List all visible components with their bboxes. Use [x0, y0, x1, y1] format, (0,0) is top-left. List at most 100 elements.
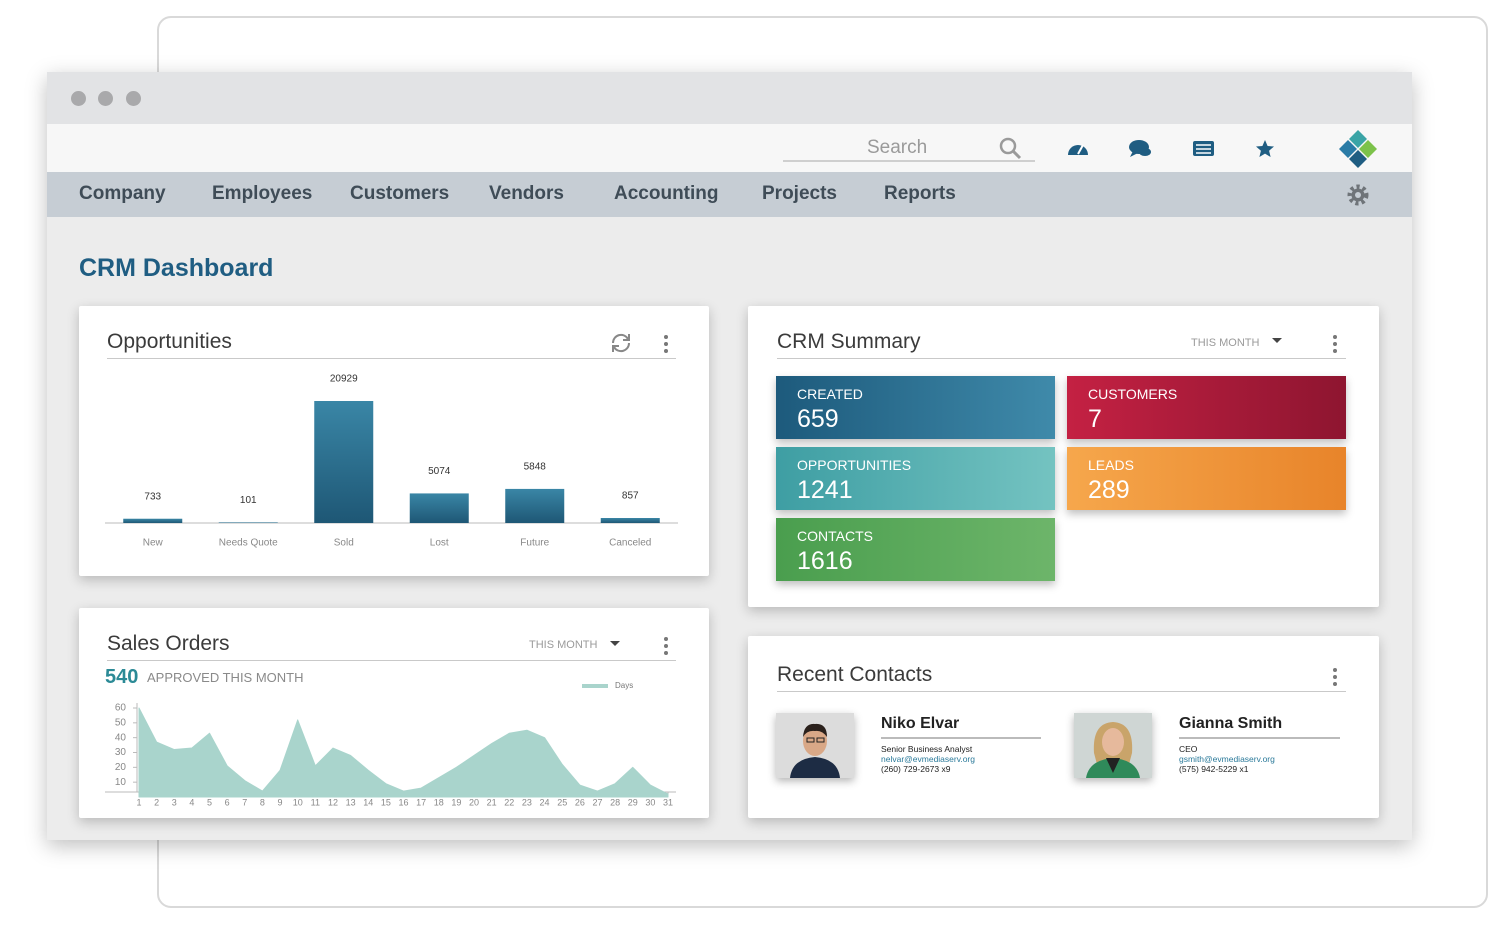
contact-email[interactable]: nelvar@evmediaserv.org [881, 754, 975, 764]
dashboard-icon[interactable] [1068, 144, 1088, 155]
contact-name[interactable]: Niko Elvar [881, 715, 960, 732]
tile-value: 289 [1088, 476, 1130, 504]
x-tick-label: 3 [172, 797, 177, 807]
x-tick-label: 12 [328, 797, 338, 807]
tile-label: OPPORTUNITIES [797, 457, 912, 473]
menu-button[interactable] [1333, 335, 1337, 356]
nav-bar [47, 172, 1412, 217]
period-select[interactable]: THIS MONTH [529, 639, 598, 651]
x-tick-label: 21 [487, 797, 497, 807]
x-tick-label: 22 [504, 797, 514, 807]
x-tick-label: 9 [278, 797, 283, 807]
opportunities-card [79, 306, 709, 576]
search-icon[interactable] [999, 137, 1022, 160]
tile-value: 7 [1088, 405, 1102, 433]
x-tick-label: 11 [311, 797, 320, 807]
x-tick-label: Sold [334, 538, 354, 549]
toolbar-icons [999, 137, 1274, 160]
nav-item[interactable]: Customers [350, 183, 450, 204]
refresh-icon[interactable] [609, 331, 635, 355]
nav-item[interactable]: Employees [212, 183, 313, 204]
contact-title: Senior Business Analyst [881, 744, 973, 754]
settings-icon[interactable] [1346, 183, 1370, 207]
card-title: Opportunities [107, 330, 232, 353]
menu-button[interactable] [664, 335, 668, 356]
summary-tile[interactable]: CONTACTS 1616 [776, 518, 1055, 581]
bar [505, 488, 565, 523]
tile-label: CREATED [797, 386, 863, 402]
tile-label: CONTACTS [797, 528, 873, 544]
summary-tile[interactable]: CREATED 659 [776, 376, 1055, 439]
x-tick-label: 10 [293, 797, 303, 807]
value-label: 20929 [330, 374, 358, 385]
tile-value: 659 [797, 405, 839, 433]
contact-name[interactable]: Gianna Smith [1179, 715, 1283, 732]
card-divider [107, 358, 676, 359]
contact-phone: (575) 942-5229 x1 [1179, 764, 1249, 774]
x-tick-label: Lost [430, 538, 449, 549]
dropdown-caret[interactable] [1271, 337, 1283, 345]
y-tick-label: 50 [115, 717, 127, 728]
contact-phone: (260) 729-2673 x9 [881, 764, 951, 774]
x-tick-label: Needs Quote [219, 538, 278, 549]
value-label: 5074 [428, 466, 451, 477]
star-icon[interactable] [1256, 140, 1274, 157]
window-dot[interactable] [126, 91, 141, 106]
x-tick-label: 14 [363, 797, 373, 807]
list-icon[interactable] [1193, 141, 1214, 156]
contact-email[interactable]: gsmith@evmediaserv.org [1179, 754, 1275, 764]
tile-value: 1241 [797, 476, 853, 504]
summary-tile[interactable]: OPPORTUNITIES 1241 [776, 447, 1055, 510]
search-input[interactable] [783, 160, 1035, 162]
menu-button[interactable] [664, 637, 668, 658]
x-tick-label: 6 [225, 797, 230, 807]
page-title: CRM Dashboard [79, 254, 274, 282]
nav-item[interactable]: Vendors [489, 183, 564, 204]
x-tick-label: 27 [592, 797, 602, 807]
card-divider [777, 358, 1346, 359]
chat-icon[interactable] [1129, 140, 1151, 157]
window-dot[interactable] [98, 91, 113, 106]
menu-button[interactable] [1333, 668, 1337, 689]
x-tick-label: 13 [346, 797, 356, 807]
x-tick-label: 20 [469, 797, 479, 807]
x-tick-label: 25 [557, 797, 567, 807]
area [138, 707, 669, 798]
x-tick-label: 5 [207, 797, 212, 807]
card-divider [777, 691, 1346, 692]
y-tick-label: 20 [115, 762, 127, 773]
card-divider [107, 660, 676, 661]
legend-label: Days [615, 681, 633, 690]
y-tick-label: 10 [115, 777, 127, 788]
nav-item[interactable]: Projects [762, 183, 837, 204]
value-label: 5848 [524, 462, 547, 473]
x-tick-label: 17 [416, 797, 426, 807]
summary-tile[interactable]: CUSTOMERS 7 [1067, 376, 1346, 439]
nav-item[interactable]: Company [79, 183, 166, 204]
logo[interactable] [1338, 128, 1380, 170]
summary-tile[interactable]: LEADS 289 [1067, 447, 1346, 510]
x-tick-label: 19 [451, 797, 461, 807]
dropdown-caret[interactable] [609, 640, 621, 648]
window-dot[interactable] [71, 91, 86, 106]
contact-title: CEO [1179, 744, 1198, 754]
approved-count: 540 [105, 666, 139, 688]
bar [600, 518, 660, 523]
x-tick-label: 15 [381, 797, 391, 807]
x-tick-label: 4 [189, 797, 194, 807]
tile-label: LEADS [1088, 457, 1134, 473]
value-label: 733 [144, 491, 161, 502]
tile-value: 1616 [797, 547, 853, 575]
period-select[interactable]: THIS MONTH [1191, 337, 1260, 349]
x-tick-label: 26 [575, 797, 585, 807]
x-tick-label: 29 [628, 797, 638, 807]
x-tick-label: 18 [434, 797, 444, 807]
search-placeholder: Search [867, 137, 928, 158]
contact-photo [1074, 713, 1152, 778]
nav-item[interactable]: Accounting [614, 183, 719, 204]
nav-item[interactable]: Reports [884, 183, 956, 204]
y-tick-label: 30 [115, 747, 127, 758]
x-tick-label: Canceled [609, 538, 651, 549]
approved-label: APPROVED THIS MONTH [147, 670, 304, 685]
